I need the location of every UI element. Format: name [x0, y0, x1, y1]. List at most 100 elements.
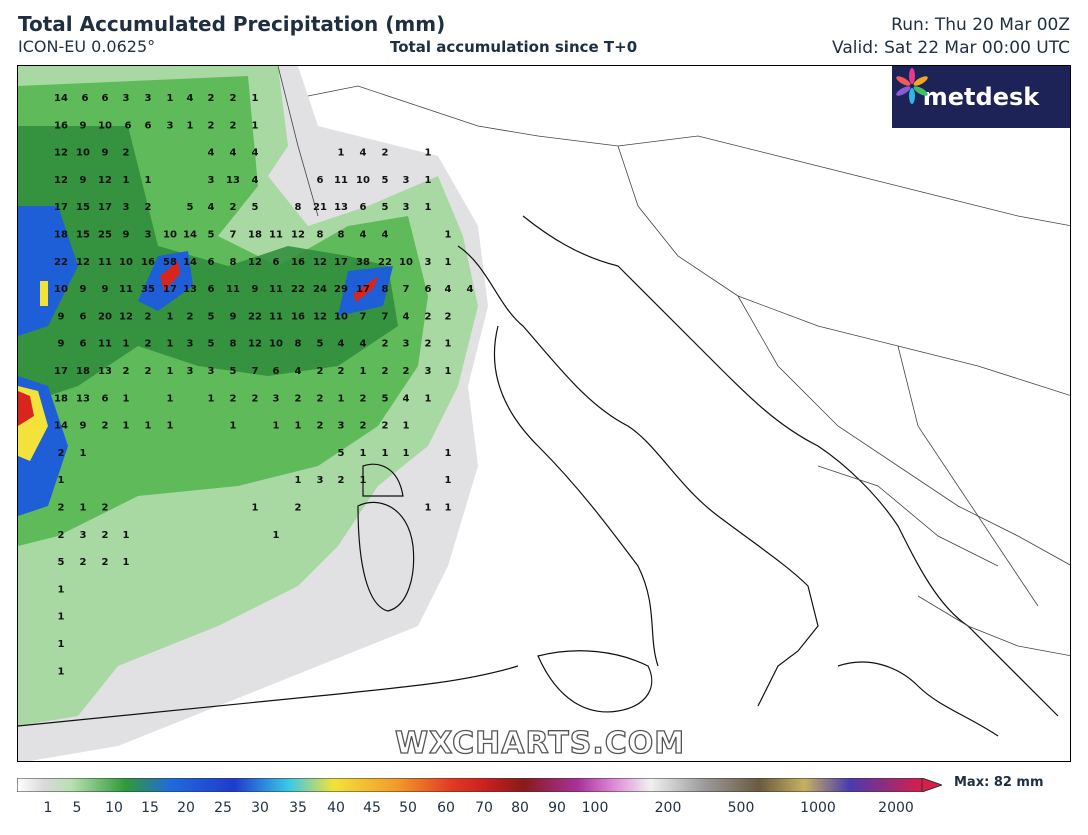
precip-value-labels: 14 6 6 3 3 1 4 2 2 116 9 10 6 6 3 1 2 2 112 10 9 2 4 4 4 1 4 2 112 9 1…	[54, 93, 473, 677]
colorbar-tick: 45	[363, 800, 381, 816]
precip-value-label: 2	[445, 311, 452, 322]
precip-value-label: 10	[76, 148, 90, 159]
precip-value-label: 2	[360, 393, 367, 404]
precip-value-label: 22	[248, 311, 262, 322]
precip-value-label: 14	[183, 257, 197, 268]
precip-value-label: 6	[208, 284, 215, 295]
precip-value-label: 12	[54, 175, 68, 186]
precip-value-label: 3	[425, 366, 432, 377]
map-canvas: 14 6 6 3 3 1 4 2 2 116 9 10 6 6 3 1 2 2 112 10 9 2 4 4 4 1 4 2 112 9 1…	[18, 66, 1070, 761]
precip-value-label: 9	[80, 284, 87, 295]
precip-value-label: 1	[58, 666, 65, 677]
precip-value-label: 20	[98, 311, 112, 322]
precip-value-label: 1	[80, 448, 87, 459]
precip-value-label: 12	[248, 339, 262, 350]
precip-value-label: 9	[58, 311, 65, 322]
precip-value-label: 4	[445, 284, 452, 295]
precip-value-label: 3	[123, 202, 130, 213]
precip-value-label: 1	[123, 557, 130, 568]
precip-value-label: 6	[80, 311, 87, 322]
precip-value-label: 2	[102, 530, 109, 541]
precip-value-label: 1	[445, 475, 452, 486]
precip-value-label: 13	[98, 366, 112, 377]
colorbar-tick: 80	[511, 800, 529, 816]
precip-value-label: 6	[208, 257, 215, 268]
precip-value-label: 15	[76, 202, 90, 213]
precip-value-label: 2	[338, 475, 345, 486]
colorbar-tick: 35	[289, 800, 307, 816]
colorbar-tick: 25	[214, 800, 232, 816]
precip-value-label: 2	[403, 366, 410, 377]
precip-value-label: 1	[338, 393, 345, 404]
precip-value-label: 1	[80, 503, 87, 514]
precip-value-label: 11	[226, 284, 240, 295]
max-value-label: Max: 82 mm	[954, 775, 1044, 790]
precip-value-label: 5	[208, 311, 215, 322]
precip-value-label: 58	[163, 257, 177, 268]
precip-value-label: 29	[334, 284, 348, 295]
precip-value-label: 2	[145, 311, 152, 322]
colorbar-tick: 90	[548, 800, 566, 816]
precip-value-label: 2	[102, 557, 109, 568]
precip-value-label: 24	[313, 284, 327, 295]
precip-value-label: 5	[317, 339, 324, 350]
model-name: ICON-EU 0.0625°	[18, 37, 156, 56]
precip-value-label: 8	[338, 230, 345, 241]
precip-value-label: 4	[360, 148, 367, 159]
precip-value-label: 1	[167, 421, 174, 432]
precip-value-label: 10	[356, 175, 370, 186]
precip-value-label: 5	[382, 175, 389, 186]
precip-value-label: 1	[445, 230, 452, 241]
precip-value-label: 8	[317, 230, 324, 241]
valid-time: Valid: Sat 22 Mar 00:00 UTC	[832, 38, 1070, 58]
precip-value-label: 12	[313, 311, 327, 322]
precip-value-label: 9	[80, 120, 87, 131]
precip-value-label: 18	[76, 366, 90, 377]
precip-value-label: 2	[425, 311, 432, 322]
precip-value-label: 1	[425, 175, 432, 186]
precip-value-label: 1	[403, 448, 410, 459]
colorbar	[17, 778, 942, 792]
precip-value-label: 10	[98, 120, 112, 131]
precip-value-label: 4	[208, 148, 215, 159]
precip-value-label: 17	[54, 202, 68, 213]
precip-value-label: 9	[58, 339, 65, 350]
precip-value-label: 3	[80, 530, 87, 541]
precip-value-label: 2	[230, 393, 237, 404]
precip-value-label: 1	[338, 148, 345, 159]
precip-value-label: 3	[403, 175, 410, 186]
precip-value-label: 13	[76, 393, 90, 404]
precip-value-label: 1	[123, 175, 130, 186]
precip-value-label: 3	[167, 120, 174, 131]
colorbar-tick: 500	[727, 800, 755, 816]
precip-value-label: 12	[248, 257, 262, 268]
precip-value-label: 7	[382, 311, 389, 322]
precip-value-label: 2	[123, 366, 130, 377]
precip-value-label: 9	[102, 148, 109, 159]
colorbar-tick: 40	[327, 800, 345, 816]
precip-value-label: 5	[230, 366, 237, 377]
precip-value-label: 17	[356, 284, 370, 295]
precip-value-label: 2	[58, 530, 65, 541]
precip-value-label: 2	[230, 120, 237, 131]
precipitation-map[interactable]: 14 6 6 3 3 1 4 2 2 1 16 9 10 6 6 3 1 2 2 1 12 10 9 2 4 4 4 1 4 2 1 12 9 1…	[17, 65, 1071, 762]
precip-value-label: 10	[269, 339, 283, 350]
metdesk-logo[interactable]: metdesk	[892, 66, 1070, 128]
precip-value-label: 16	[141, 257, 155, 268]
precip-value-label: 1	[445, 257, 452, 268]
precip-value-label: 1	[295, 475, 302, 486]
precip-value-label: 1	[58, 612, 65, 623]
precip-value-label: 2	[145, 339, 152, 350]
precip-value-label: 1	[425, 202, 432, 213]
precip-value-label: 2	[382, 421, 389, 432]
chart-title: Total Accumulated Precipitation (mm)	[18, 12, 446, 36]
precip-value-label: 4	[252, 148, 259, 159]
precip-value-label: 1	[123, 530, 130, 541]
precip-value-label: 6	[125, 120, 132, 131]
precip-value-label: 2	[123, 148, 130, 159]
precip-value-label: 8	[295, 202, 302, 213]
precip-value-label: 12	[98, 175, 112, 186]
precip-value-label: 1	[252, 503, 259, 514]
precip-value-label: 1	[445, 448, 452, 459]
precip-value-label: 7	[360, 311, 367, 322]
